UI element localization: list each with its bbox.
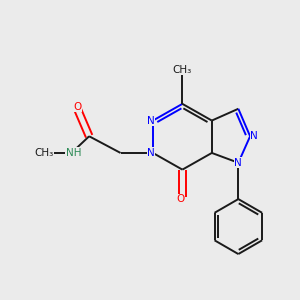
Text: NH: NH (66, 148, 81, 158)
Text: N: N (147, 148, 155, 158)
Text: O: O (176, 194, 184, 204)
Text: CH₃: CH₃ (173, 64, 192, 74)
Text: O: O (73, 102, 82, 112)
Text: N: N (235, 158, 242, 168)
Text: N: N (147, 116, 155, 126)
Text: N: N (250, 131, 258, 141)
Text: CH₃: CH₃ (34, 148, 54, 158)
